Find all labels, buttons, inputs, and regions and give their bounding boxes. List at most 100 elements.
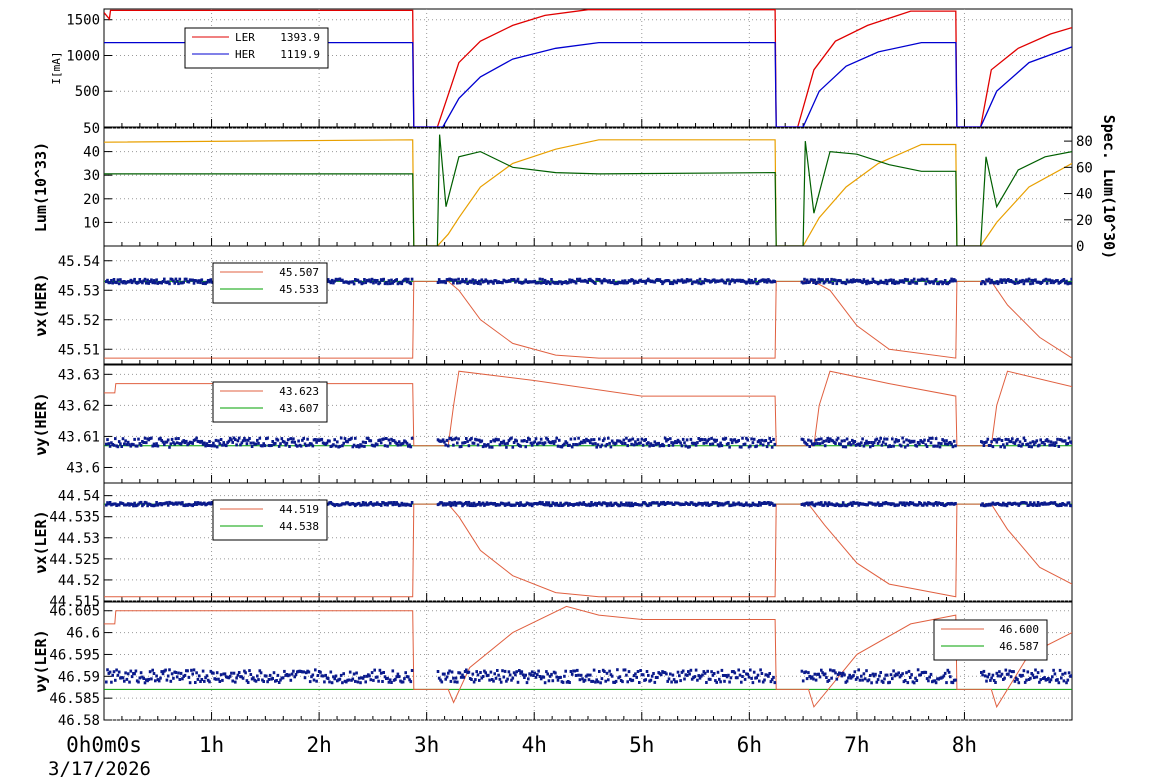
tune-point (589, 441, 592, 445)
tune-point (1021, 278, 1024, 282)
tune-point (538, 500, 542, 504)
tune-point (194, 501, 197, 505)
tune-point (259, 444, 263, 448)
tune-point (853, 440, 857, 443)
tune-point (450, 670, 454, 674)
tune-point (347, 678, 351, 682)
tune-point (409, 282, 413, 286)
y-tick-label: 44.54 (58, 489, 100, 505)
tune-point (244, 438, 247, 442)
tune-point (470, 502, 473, 506)
tune-point (117, 440, 121, 444)
tune-point (407, 277, 410, 281)
tune-point (234, 438, 237, 442)
tune-point (148, 280, 152, 283)
tune-point (479, 282, 482, 286)
tune-point (330, 444, 334, 448)
tune-point (117, 503, 121, 507)
x-tick-label: 8h (952, 733, 977, 757)
tune-point (876, 678, 880, 682)
tune-point (872, 441, 876, 445)
tune-point (381, 680, 384, 683)
tune-point (151, 668, 154, 672)
tune-point (465, 668, 468, 672)
tune-point (845, 437, 849, 441)
tune-point (915, 679, 919, 682)
tune-point (499, 680, 503, 684)
tune-point (262, 680, 265, 683)
tune-point (1005, 504, 1009, 508)
tune-point (297, 669, 300, 673)
tune-point (151, 444, 154, 448)
tune-point (284, 443, 287, 447)
tune-point (714, 439, 717, 443)
tune-point (609, 281, 613, 285)
tune-point (508, 673, 512, 677)
tune-point (133, 501, 136, 505)
tune-point (303, 442, 307, 446)
tune-point (1025, 678, 1028, 682)
tune-point (1029, 676, 1032, 680)
tune-point (243, 436, 246, 440)
tune-point (116, 445, 120, 449)
tune-point (769, 440, 773, 443)
tune-point (170, 672, 174, 676)
tune-point (514, 280, 517, 284)
tune-point (257, 441, 260, 445)
tune-point (372, 281, 375, 285)
tune-point (292, 669, 295, 673)
tune-point (515, 439, 518, 443)
tune-point (1026, 670, 1030, 674)
tune-point (472, 680, 476, 684)
tune-point (1027, 277, 1031, 281)
tune-point (208, 280, 211, 284)
tune-point (884, 442, 888, 446)
tune-point (892, 502, 895, 506)
tune-point (909, 676, 912, 679)
tune-point (827, 440, 831, 443)
tune-point (636, 670, 640, 673)
tune-point (275, 437, 278, 441)
tune-point (945, 681, 948, 685)
tune-point (525, 440, 529, 443)
tune-point (801, 438, 805, 442)
y-right-tick-label: 60 (1076, 160, 1093, 176)
tune-point (647, 673, 650, 677)
tune-point (117, 282, 121, 286)
tune-point (111, 673, 114, 677)
tune-point (923, 278, 926, 282)
tune-point (729, 503, 733, 507)
tune-point (205, 674, 209, 678)
tune-point (942, 439, 946, 443)
tune-point (129, 669, 133, 673)
tune-point (632, 443, 636, 447)
tune-point (933, 444, 937, 448)
tune-point (138, 278, 142, 281)
tune-point (166, 280, 170, 284)
tune-point (115, 281, 118, 285)
tune-point (334, 444, 338, 448)
tune-point (200, 278, 204, 282)
tune-point (817, 672, 820, 676)
tune-point (915, 444, 919, 448)
tune-point (133, 672, 136, 676)
tune-point (391, 281, 395, 285)
tune-point (576, 668, 579, 672)
tune-point (750, 279, 753, 282)
tune-point (448, 669, 451, 673)
tune-point (706, 669, 709, 673)
tune-point (1051, 443, 1054, 447)
tune-point (618, 281, 622, 285)
tune-point (728, 282, 731, 286)
tune-point (271, 440, 274, 443)
tune-point (373, 444, 376, 448)
tune-point (754, 277, 757, 281)
tune-point (896, 281, 899, 285)
tune-point (995, 280, 999, 284)
tune-point (377, 282, 380, 286)
tune-point (478, 501, 481, 504)
tune-point (900, 673, 903, 677)
tune-point (1027, 445, 1031, 448)
tune-point (143, 277, 147, 281)
